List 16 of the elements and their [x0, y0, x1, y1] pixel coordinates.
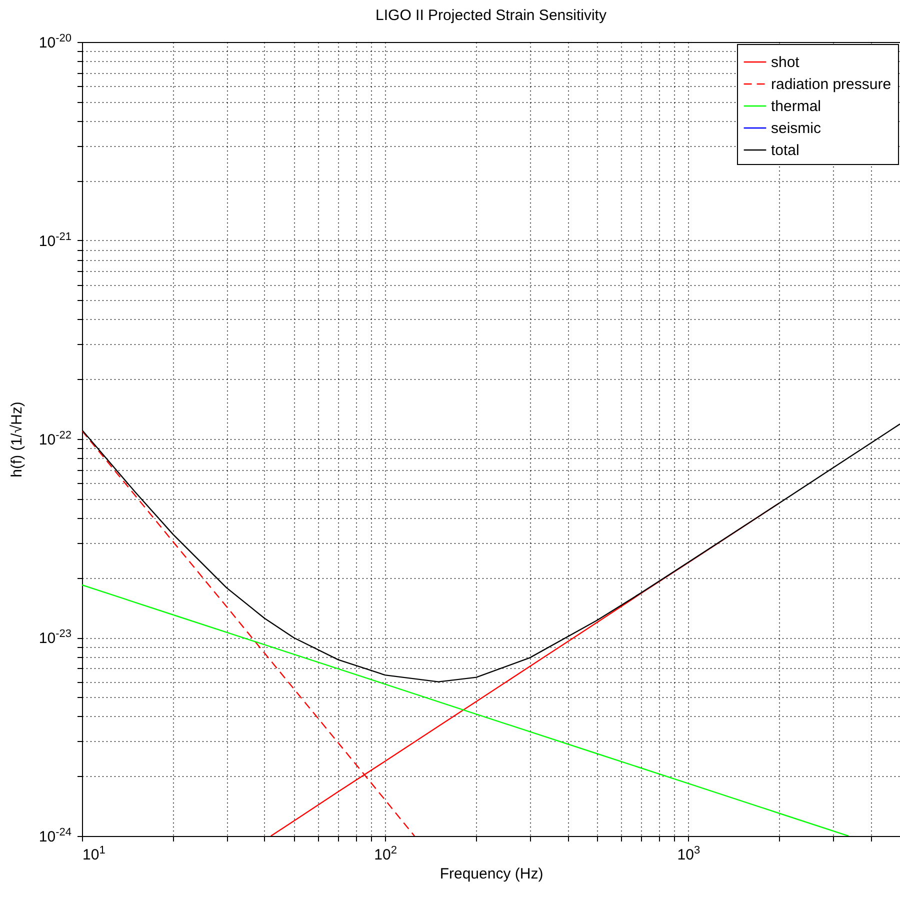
y-tick-label: 10$^{-22}$: [38, 430, 72, 448]
x-tick-label: 10$^{3}$: [677, 844, 700, 864]
legend-label: shot: [771, 54, 800, 71]
legend-label: seismic: [771, 120, 822, 137]
y-tick-label: 10$^{-20}$: [38, 32, 72, 52]
x-tick-label: 10$^{1}$: [82, 844, 106, 864]
y-tick-label: 10$^{-24}$: [38, 826, 72, 846]
legend-label: radiation pressure: [771, 76, 892, 93]
chart-title: LIGO II Projected Strain Sensitivity: [376, 7, 607, 24]
legend-label: total: [771, 142, 800, 159]
y-tick-label: 10$^{-23}$: [38, 628, 72, 647]
x-tick-label: 10$^{2}$: [374, 844, 397, 864]
x-axis-title: Frequency (Hz): [440, 866, 544, 882]
legend-label: thermal: [771, 98, 822, 115]
y-tick-label: 10$^{-21}$: [38, 231, 72, 250]
y-axis-title: h(f) (1/√Hz): [8, 402, 26, 478]
